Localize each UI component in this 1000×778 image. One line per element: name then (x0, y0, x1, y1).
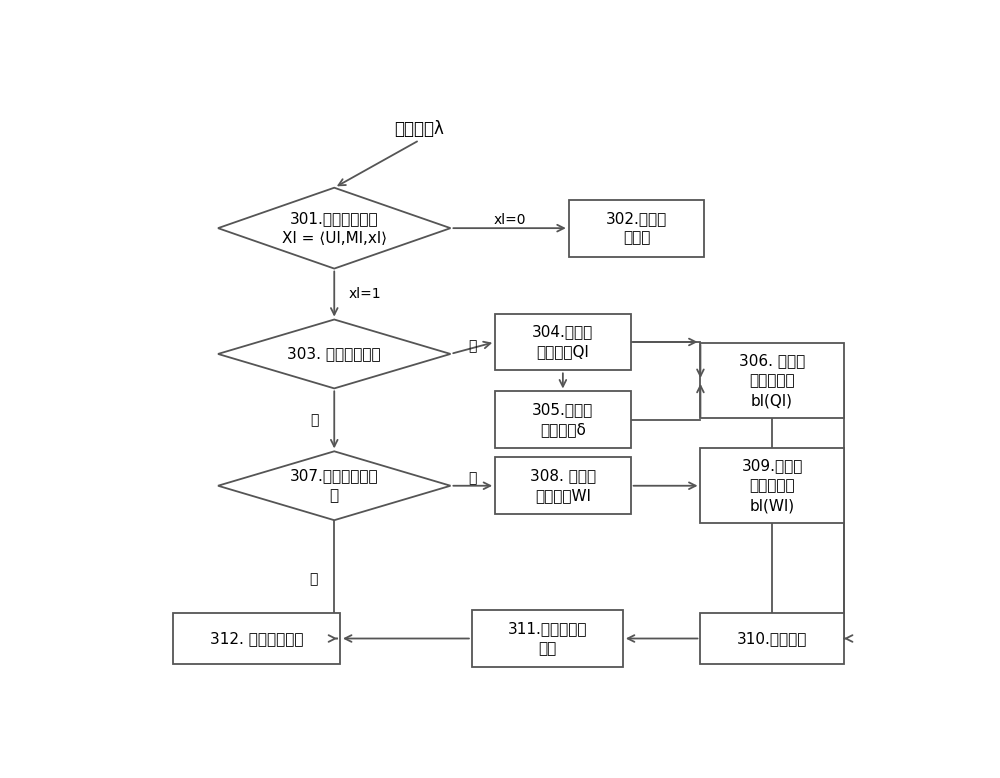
Text: 否: 否 (309, 573, 317, 587)
Text: 303. 是否需要资源: 303. 是否需要资源 (287, 346, 381, 362)
Polygon shape (218, 320, 451, 388)
FancyBboxPatch shape (700, 448, 844, 523)
Text: 308. 计算资
源回收量Wl: 308. 计算资 源回收量Wl (530, 468, 596, 503)
Text: 310.内部拍卖: 310.内部拍卖 (737, 631, 807, 646)
Polygon shape (218, 451, 451, 520)
FancyBboxPatch shape (472, 610, 623, 667)
Text: 304.计算资
源需求量Ql: 304.计算资 源需求量Ql (532, 324, 594, 359)
Text: 302.记录当
前状态: 302.记录当 前状态 (606, 211, 667, 246)
Text: xl=1: xl=1 (348, 287, 381, 301)
FancyBboxPatch shape (569, 200, 704, 257)
FancyBboxPatch shape (700, 343, 844, 419)
Text: 311.分配与回收
资源: 311.分配与回收 资源 (508, 621, 587, 656)
Text: 307.是否有资源剩
余: 307.是否有资源剩 余 (290, 468, 379, 503)
Text: 305.计算切
片优先级δ: 305.计算切 片优先级δ (532, 402, 594, 437)
Text: 306. 计算需
求资源报价
bl(Ql): 306. 计算需 求资源报价 bl(Ql) (739, 354, 805, 408)
Text: 是: 是 (469, 471, 477, 485)
Text: xl=0: xl=0 (493, 213, 526, 227)
Text: 312. 记录当前状态: 312. 记录当前状态 (210, 631, 304, 646)
Text: 否: 否 (310, 413, 319, 427)
Text: 是: 是 (469, 339, 477, 353)
Polygon shape (218, 187, 451, 268)
FancyBboxPatch shape (495, 314, 631, 370)
FancyBboxPatch shape (495, 391, 631, 448)
Text: 301.更新切片状态
Xl = ⟨Ul,Ml,xl⟩: 301.更新切片状态 Xl = ⟨Ul,Ml,xl⟩ (282, 211, 387, 246)
Text: 用户到达λ: 用户到达λ (395, 121, 444, 138)
FancyBboxPatch shape (700, 613, 844, 664)
FancyBboxPatch shape (495, 457, 631, 514)
Text: 309.计算回
收资源报价
bl(Wl): 309.计算回 收资源报价 bl(Wl) (741, 458, 803, 513)
FancyBboxPatch shape (173, 613, 340, 664)
